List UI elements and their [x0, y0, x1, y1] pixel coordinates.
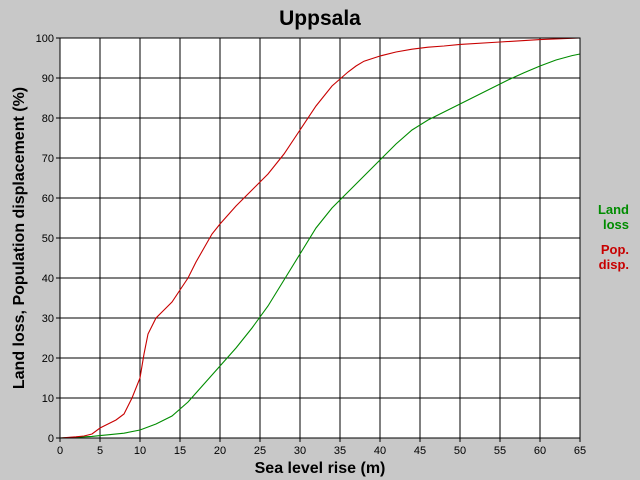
series-lines — [59, 37, 581, 439]
x-tick-label: 30 — [294, 445, 306, 457]
y-tick-labels: 0 10 20 30 40 50 60 70 80 90 100 — [36, 33, 54, 445]
y-tick-label: 30 — [42, 313, 54, 325]
x-tick-label: 65 — [574, 445, 586, 457]
land-loss-line — [59, 53, 581, 439]
x-tick-label: 60 — [534, 445, 546, 457]
pop-disp-line — [59, 37, 581, 439]
y-tick-label: 100 — [36, 33, 54, 45]
x-tick-label: 45 — [414, 445, 426, 457]
legend-entry: loss — [603, 217, 629, 232]
x-tick-label: 25 — [254, 445, 266, 457]
x-tick-label: 5 — [97, 445, 103, 457]
legend-entry: disp. — [599, 257, 629, 272]
y-tick-label: 50 — [42, 233, 54, 245]
y-tick-label: 70 — [42, 153, 54, 165]
x-tick-label: 10 — [134, 445, 146, 457]
x-tick-labels: 0 5 10 15 20 25 30 35 40 45 50 55 60 65 — [57, 445, 586, 457]
y-tick-label: 20 — [42, 353, 54, 365]
y-tick-label: 80 — [42, 113, 54, 125]
y-tick-label: 10 — [42, 393, 54, 405]
x-tick-label: 55 — [494, 445, 506, 457]
y-axis-label: Land loss, Population displacement (%) — [11, 87, 28, 389]
x-tick-label: 0 — [57, 445, 63, 457]
x-tick-label: 40 — [374, 445, 386, 457]
legend-entry: Pop. — [601, 242, 629, 257]
y-tick-label: 60 — [42, 193, 54, 205]
y-tick-label: 0 — [48, 433, 54, 445]
y-tick-label: 40 — [42, 273, 54, 285]
x-tick-label: 35 — [334, 445, 346, 457]
chart-title: Uppsala — [279, 7, 361, 30]
y-tick-label: 90 — [42, 73, 54, 85]
x-tick-label: 50 — [454, 445, 466, 457]
plot-border — [59, 37, 581, 439]
x-tick-label: 15 — [174, 445, 186, 457]
x-axis-label: Sea level rise (m) — [255, 460, 386, 477]
legend-entry: Land — [598, 202, 629, 217]
x-tick-label: 20 — [214, 445, 226, 457]
grid — [56, 37, 581, 442]
